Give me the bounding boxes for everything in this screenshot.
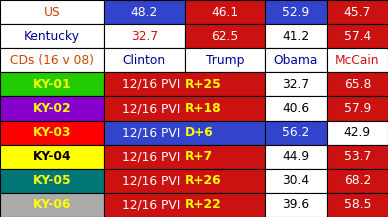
- Bar: [327, 48, 388, 72]
- Text: R+22: R+22: [185, 198, 222, 211]
- Bar: [265, 0, 327, 24]
- Bar: [104, 0, 185, 24]
- Bar: [327, 96, 388, 121]
- Text: Obama: Obama: [274, 54, 318, 67]
- Bar: [0, 169, 104, 193]
- Text: 57.9: 57.9: [344, 102, 371, 115]
- Bar: [265, 48, 327, 72]
- Text: Clinton: Clinton: [123, 54, 166, 67]
- Bar: [327, 169, 388, 193]
- Text: KY-03: KY-03: [33, 126, 71, 139]
- Text: 53.7: 53.7: [344, 150, 371, 163]
- Bar: [265, 72, 327, 96]
- Bar: [265, 96, 327, 121]
- Text: 12/16 PVI: 12/16 PVI: [123, 198, 185, 211]
- Bar: [327, 121, 388, 145]
- Text: 30.4: 30.4: [282, 174, 310, 187]
- Bar: [0, 48, 104, 72]
- Text: 12/16 PVI: 12/16 PVI: [123, 78, 185, 91]
- Bar: [0, 72, 104, 96]
- Text: R+26: R+26: [185, 174, 221, 187]
- Text: 39.6: 39.6: [282, 198, 310, 211]
- Text: R+18: R+18: [185, 102, 221, 115]
- Text: 32.7: 32.7: [282, 78, 310, 91]
- Text: 56.2: 56.2: [282, 126, 310, 139]
- Text: KY-05: KY-05: [33, 174, 71, 187]
- Text: Kentucky: Kentucky: [24, 30, 80, 43]
- Text: R+25: R+25: [185, 78, 222, 91]
- Text: 68.2: 68.2: [344, 174, 371, 187]
- Text: 41.2: 41.2: [282, 30, 310, 43]
- Text: KY-06: KY-06: [33, 198, 71, 211]
- Bar: [327, 193, 388, 217]
- Text: D+6: D+6: [185, 126, 213, 139]
- Bar: [327, 24, 388, 48]
- Bar: [104, 48, 185, 72]
- Text: 58.5: 58.5: [344, 198, 371, 211]
- Text: 12/16 PVI: 12/16 PVI: [123, 150, 185, 163]
- Bar: [265, 169, 327, 193]
- Bar: [185, 24, 265, 48]
- Text: 44.9: 44.9: [282, 150, 310, 163]
- Text: Trump: Trump: [206, 54, 244, 67]
- Bar: [104, 96, 265, 121]
- Bar: [265, 193, 327, 217]
- Text: 42.9: 42.9: [344, 126, 371, 139]
- Bar: [0, 96, 104, 121]
- Bar: [0, 0, 104, 24]
- Bar: [104, 169, 265, 193]
- Text: 48.2: 48.2: [131, 6, 158, 19]
- Text: 57.4: 57.4: [344, 30, 371, 43]
- Text: 12/16 PVI: 12/16 PVI: [123, 126, 185, 139]
- Text: CDs (16 v 08): CDs (16 v 08): [10, 54, 94, 67]
- Text: KY-02: KY-02: [33, 102, 71, 115]
- Text: 40.6: 40.6: [282, 102, 310, 115]
- Text: 46.1: 46.1: [211, 6, 239, 19]
- Text: McCain: McCain: [335, 54, 379, 67]
- Bar: [104, 72, 265, 96]
- Text: KY-01: KY-01: [33, 78, 71, 91]
- Text: 65.8: 65.8: [344, 78, 371, 91]
- Bar: [327, 72, 388, 96]
- Bar: [104, 24, 185, 48]
- Text: 32.7: 32.7: [131, 30, 158, 43]
- Bar: [265, 121, 327, 145]
- Text: US: US: [44, 6, 60, 19]
- Text: R+7: R+7: [185, 150, 213, 163]
- Text: 45.7: 45.7: [344, 6, 371, 19]
- Bar: [185, 48, 265, 72]
- Text: 52.9: 52.9: [282, 6, 310, 19]
- Bar: [104, 145, 265, 169]
- Bar: [104, 121, 265, 145]
- Text: 12/16 PVI: 12/16 PVI: [123, 174, 185, 187]
- Text: 12/16 PVI: 12/16 PVI: [123, 102, 185, 115]
- Bar: [327, 0, 388, 24]
- Bar: [104, 193, 265, 217]
- Text: KY-04: KY-04: [33, 150, 71, 163]
- Text: 62.5: 62.5: [211, 30, 239, 43]
- Bar: [0, 145, 104, 169]
- Bar: [0, 24, 104, 48]
- Bar: [0, 121, 104, 145]
- Bar: [0, 193, 104, 217]
- Bar: [265, 24, 327, 48]
- Bar: [185, 0, 265, 24]
- Bar: [265, 145, 327, 169]
- Bar: [327, 145, 388, 169]
